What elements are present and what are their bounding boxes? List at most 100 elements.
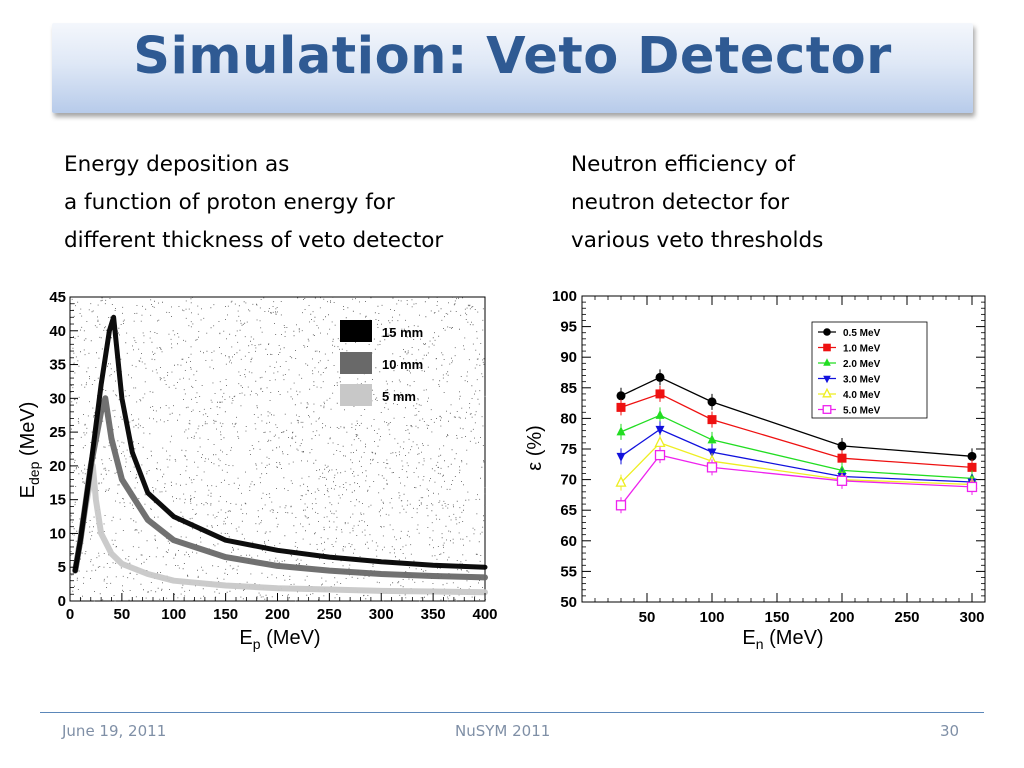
data-point: [616, 426, 626, 436]
x-tick-label: 0: [66, 606, 74, 623]
y-tick-label: 40: [49, 323, 66, 340]
x-tick-label: 150: [213, 606, 238, 623]
legend-label: 1.0 MeV: [843, 344, 881, 355]
legend: 0.5 MeV 1.0 MeV 2.0 MeV 3.0 MeV 4.0 MeV 5.0 M…: [811, 321, 928, 419]
y-tick-label: 35: [49, 357, 66, 374]
x-tick-label: 50: [114, 606, 131, 623]
legend-swatch-10mm: [340, 352, 372, 374]
data-point: [615, 475, 627, 487]
x-tick-label: 200: [265, 606, 290, 623]
y-tick-label: 75: [560, 441, 577, 458]
y-tick-label: 50: [560, 594, 577, 611]
legend-marker: [823, 343, 831, 352]
data-point: [655, 372, 665, 382]
series-30MeV: [616, 421, 977, 491]
right-caption-line: Neutron efficiency of: [571, 152, 796, 177]
legend-label: 0.5 MeV: [843, 328, 881, 339]
y-tick-label: 65: [560, 502, 577, 519]
x-tick-label: 350: [421, 606, 446, 623]
left-caption: Energy deposition as a function of proto…: [64, 146, 443, 260]
y-tick-label: 95: [560, 319, 577, 336]
y-axis-label: Edep (MeV): [17, 402, 42, 499]
y-tick-label: 100: [552, 288, 577, 305]
x-tick-label: 200: [829, 609, 854, 626]
data-point: [967, 451, 977, 461]
footer-page-number: 30: [940, 722, 960, 740]
y-tick-label: 15: [49, 492, 66, 509]
data-point: [706, 462, 718, 473]
data-series: [615, 369, 978, 514]
title-bar: Simulation: Veto Detector: [52, 23, 973, 113]
legend-marker: [822, 405, 832, 414]
energy-deposition-chart: 0 50 100 150 200 250 300 350 400 0 5 10 15 20 25 30 35 40…: [17, 289, 498, 652]
legend-swatch-5mm: [340, 384, 372, 406]
x-tick-label: 50: [639, 609, 656, 626]
x-axis-label: En (MeV): [742, 627, 823, 652]
data-point: [654, 449, 666, 461]
series-05MeV: [616, 369, 977, 465]
legend-label: 3.0 MeV: [843, 375, 881, 386]
y-tick-label: 55: [560, 563, 577, 580]
legend-label: 2.0 MeV: [843, 359, 881, 370]
data-point: [707, 448, 717, 458]
right-caption-line: neutron detector for: [571, 190, 790, 215]
data-point: [615, 500, 627, 511]
legend-box: [811, 321, 928, 419]
y-tick-label: 10: [49, 525, 66, 542]
y-tick-label: 60: [560, 533, 577, 550]
legend-label: 5 mm: [382, 389, 416, 404]
data-point: [836, 475, 848, 486]
axes: 0 50 100 150 200 250 300 350 400 0 5 10 15 20 25 30 35 40…: [49, 289, 497, 623]
data-point: [655, 409, 665, 419]
y-tick-label: 80: [560, 410, 577, 427]
legend: 15 mm 10 mm 5 mm: [340, 320, 423, 406]
y-tick-label: 0: [58, 593, 66, 610]
y-axis-label: ε (%): [524, 425, 546, 471]
x-tick-label: 100: [699, 609, 724, 626]
data-point: [707, 397, 717, 407]
data-point: [616, 452, 626, 462]
footer-date: June 19, 2011: [62, 722, 167, 740]
legend-marker: [823, 358, 831, 366]
y-tick-label: 70: [560, 472, 577, 489]
x-tick-label: 250: [317, 606, 342, 623]
x-axis-label: Ep (MeV): [239, 627, 320, 652]
y-tick-label: 30: [49, 390, 66, 407]
x-tick-label: 300: [959, 609, 984, 626]
data-bands: [72, 314, 488, 596]
x-tick-label: 150: [764, 609, 789, 626]
legend-marker: [822, 387, 832, 398]
data-point: [655, 389, 665, 399]
series-10MeV: [616, 385, 977, 476]
axes: 50 100 150 200 250 300 50 55 60 65 70 75 80 85 90 95 100: [552, 288, 985, 626]
y-tick-label: 45: [49, 289, 66, 306]
x-tick-label: 400: [472, 606, 497, 623]
data-point: [616, 391, 626, 401]
data-point: [707, 415, 717, 425]
y-tick-label: 25: [49, 424, 66, 441]
left-caption-line: Energy deposition as: [64, 152, 290, 177]
data-point: [966, 481, 978, 493]
legend-label: 4.0 MeV: [843, 390, 881, 401]
data-point: [837, 453, 847, 463]
x-tick-label: 250: [894, 609, 919, 626]
neutron-efficiency-chart: 50 100 150 200 250 300 50 55 60 65 70 75 80 85 90 95 100…: [524, 288, 986, 652]
data-point: [616, 402, 626, 412]
legend-label: 15 mm: [382, 325, 423, 340]
x-tick-label: 100: [161, 606, 186, 623]
footer-divider: [40, 712, 984, 713]
legend-label: 5.0 MeV: [843, 406, 881, 417]
right-caption: Neutron efficiency of neutron detector f…: [571, 146, 823, 260]
series-50MeV: [615, 447, 978, 514]
data-point: [654, 435, 666, 448]
footer-conference: NuSYM 2011: [455, 722, 551, 740]
data-point: [837, 441, 847, 451]
legend-marker: [823, 375, 831, 384]
right-caption-line: various veto thresholds: [571, 228, 824, 253]
y-tick-label: 90: [560, 349, 577, 366]
y-tick-label: 85: [560, 380, 577, 397]
x-tick-label: 300: [369, 606, 394, 623]
data-point: [707, 434, 717, 444]
legend-marker: [823, 328, 831, 336]
band-15mm: [72, 314, 488, 574]
